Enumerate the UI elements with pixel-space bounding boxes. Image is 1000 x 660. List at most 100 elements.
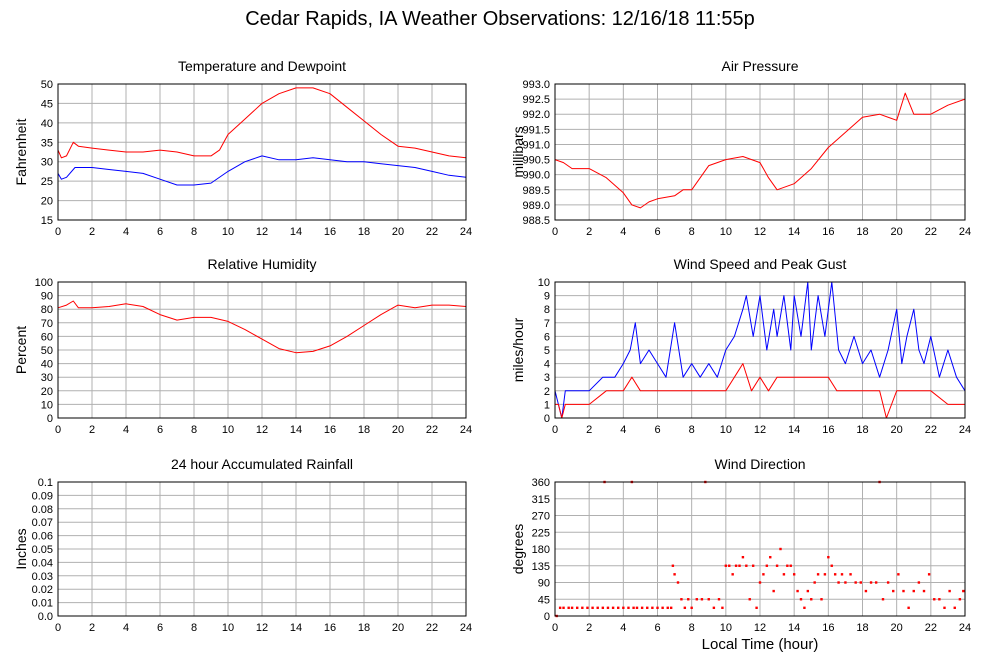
x-tick-label: 6: [654, 622, 660, 634]
x-tick-label: 22: [925, 622, 937, 634]
data-point: [606, 606, 610, 610]
data-point: [813, 581, 816, 584]
y-tick-label: 1: [544, 399, 550, 411]
y-tick-label: 0.06: [32, 531, 53, 543]
y-tick-label: 0.1: [38, 477, 53, 489]
x-tick-label: 8: [191, 622, 197, 634]
data-point: [902, 589, 905, 593]
data-point: [874, 581, 878, 584]
chart-title: Relative Humidity: [208, 256, 317, 272]
y-axis-title: Percent: [13, 326, 29, 374]
y-tick-label: 50: [41, 345, 53, 357]
y-tick-label: 0: [544, 611, 550, 623]
x-tick-label: 18: [358, 424, 370, 436]
data-point: [816, 573, 820, 576]
data-point: [724, 564, 728, 567]
data-point: [741, 555, 745, 559]
y-tick-label: 4: [544, 359, 550, 371]
data-point: [820, 598, 823, 601]
data-point: [762, 573, 765, 576]
series-line-1: [554, 92, 966, 209]
x-tick-label: 18: [856, 424, 868, 436]
x-tick-label: 14: [290, 622, 302, 634]
x-tick-label: 24: [460, 622, 472, 634]
x-tick-label: 12: [256, 424, 268, 436]
y-tick-label: 5: [544, 345, 550, 357]
x-tick-label: 12: [256, 226, 268, 238]
data-point: [772, 589, 775, 593]
y-tick-label: 7: [544, 318, 550, 330]
data-point: [669, 606, 673, 610]
y-axis-title: Inches: [13, 528, 29, 569]
x-tick-label: 2: [586, 622, 592, 634]
data-point: [581, 606, 584, 610]
x-tick-label: 22: [426, 424, 438, 436]
data-point: [562, 606, 565, 610]
data-point: [721, 606, 724, 610]
data-point: [751, 564, 755, 567]
data-point: [586, 606, 589, 610]
y-tick-label: 40: [41, 359, 53, 371]
data-point: [558, 606, 562, 610]
x-tick-label: 16: [822, 424, 834, 436]
x-tick-label: 18: [358, 622, 370, 634]
x-tick-label: 0: [55, 424, 61, 436]
data-point: [840, 573, 844, 576]
chart-title: Temperature and Dewpoint: [178, 58, 346, 74]
y-tick-label: 360: [532, 477, 550, 489]
plot-frame: [554, 83, 966, 221]
x-tick-label: 12: [256, 622, 268, 634]
x-axis-label: Local Time (hour): [701, 636, 819, 653]
x-tick-label: 20: [392, 622, 404, 634]
x-tick-label: 12: [754, 424, 766, 436]
y-tick-label: 6: [544, 331, 550, 343]
y-tick-label: 990.5: [522, 155, 550, 167]
data-point: [881, 598, 885, 601]
data-point: [738, 564, 741, 567]
data-point: [833, 573, 837, 576]
data-point: [886, 581, 890, 584]
y-tick-label: 991.0: [522, 139, 550, 151]
data-point: [806, 589, 810, 593]
y-tick-label: 90: [538, 578, 550, 590]
data-point: [731, 573, 734, 576]
x-tick-label: 24: [959, 622, 971, 634]
data-point: [779, 547, 782, 551]
x-tick-label: 4: [620, 226, 626, 238]
x-tick-label: 18: [856, 622, 868, 634]
y-tick-label: 0.08: [32, 504, 53, 516]
data-point: [755, 606, 758, 610]
x-tick-label: 6: [157, 424, 163, 436]
data-point: [632, 606, 635, 610]
data-point: [687, 598, 690, 601]
chart-title: Wind Direction: [714, 456, 805, 472]
x-tick-label: 8: [689, 622, 695, 634]
data-point: [673, 573, 676, 576]
y-tick-label: 45: [538, 594, 550, 606]
data-point: [700, 598, 704, 601]
y-tick-label: 0.0: [38, 611, 53, 623]
x-tick-label: 8: [191, 226, 197, 238]
y-tick-label: 993.0: [522, 79, 550, 91]
x-tick-label: 2: [586, 424, 592, 436]
data-point: [712, 606, 716, 610]
x-tick-label: 16: [822, 226, 834, 238]
data-point: [948, 589, 951, 593]
data-point: [864, 589, 868, 593]
plot-frame: [57, 481, 467, 617]
data-point: [661, 606, 664, 610]
x-tick-label: 10: [720, 226, 732, 238]
data-point: [823, 573, 827, 576]
x-tick-label: 8: [191, 424, 197, 436]
plot-frame: [57, 281, 467, 419]
x-tick-label: 6: [157, 226, 163, 238]
x-tick-label: 14: [788, 622, 800, 634]
x-tick-label: 4: [123, 622, 129, 634]
x-tick-label: 16: [324, 424, 336, 436]
chart-title: Wind Speed and Peak Gust: [674, 256, 847, 272]
x-tick-label: 10: [720, 424, 732, 436]
x-tick-label: 0: [55, 622, 61, 634]
data-point: [601, 606, 605, 610]
